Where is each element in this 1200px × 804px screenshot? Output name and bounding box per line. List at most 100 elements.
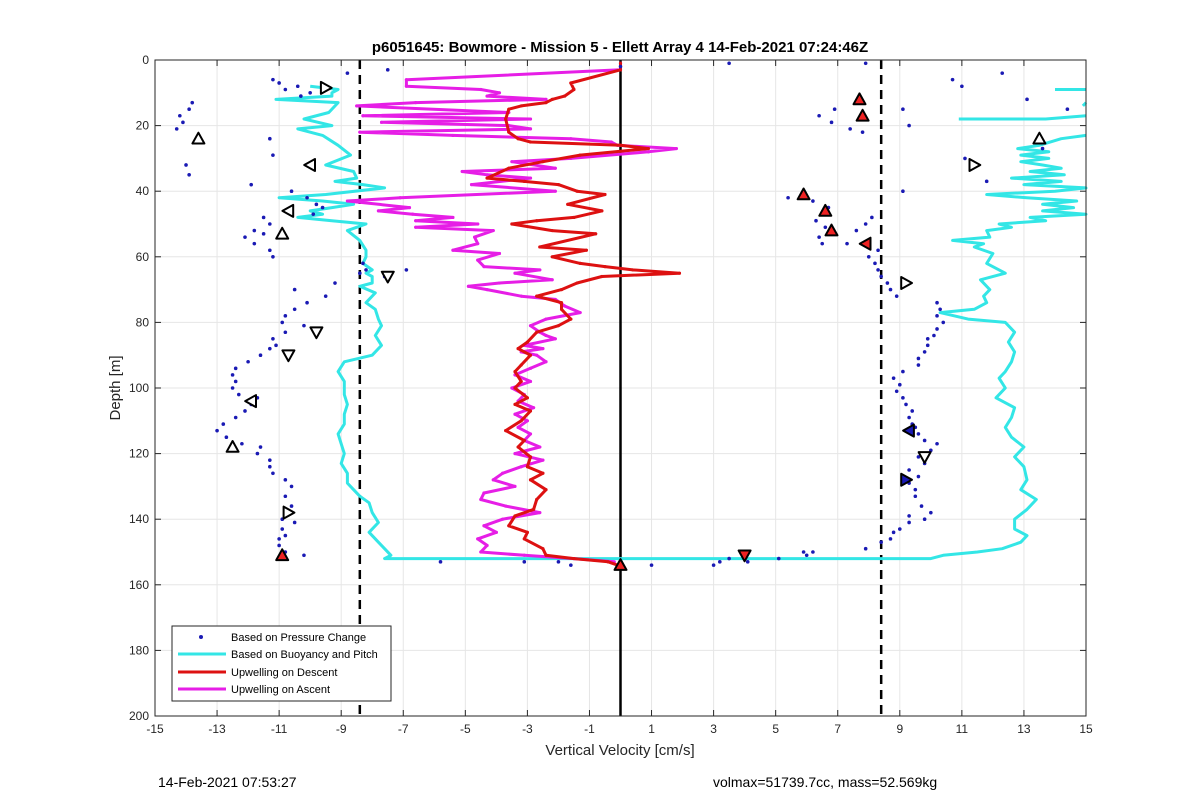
descent-point [618,143,623,147]
pressure-point [323,294,328,298]
ascent-point [404,84,408,88]
ascent-point [538,511,542,515]
white-triangle-marker [309,326,324,340]
pressure-point [916,363,921,367]
pressure-point [950,77,955,82]
pressure-point [345,71,350,75]
descent-point [538,245,542,249]
descent-point [541,160,545,164]
ascent-point [528,117,533,121]
pressure-point [268,136,272,141]
pressure-point [221,422,226,426]
pressure-point [361,261,365,266]
ascent-point [516,425,520,429]
legend-label-ascent: Upwelling on Ascent [231,684,330,696]
descent-point [485,176,489,180]
pressure-point [786,195,790,200]
pressure-point [268,458,272,462]
pressure-point [302,323,306,328]
pressure-point [907,415,911,420]
descent-point [513,370,517,374]
pressure-point [243,235,247,239]
ascent-point [528,176,533,180]
pressure-point [894,389,899,394]
red-triangle-marker [737,549,752,563]
ascent-point [513,271,517,275]
pressure-point [898,527,902,531]
pressure-point [901,369,905,374]
pressure-point [230,373,235,377]
ascent-point [479,87,483,92]
pressure-point [804,553,809,558]
ascent-point [379,120,384,124]
pressure-point [258,353,263,358]
pressure-point [860,130,865,134]
pressure-point [292,307,297,312]
y-tick-label: 160 [129,578,149,592]
descent-point [528,478,533,482]
ascent-point [538,268,542,272]
pressure-point [870,215,874,220]
ascent-point [494,530,498,534]
ascent-point [544,333,548,338]
pressure-point [243,409,247,413]
pressure-point [280,320,285,325]
white-triangle-marker [319,80,333,95]
pressure-point [876,268,880,272]
red-triangle-marker [796,187,811,201]
ascent-point [476,258,480,262]
pressure-point [277,81,281,85]
pressure-point [863,546,868,551]
triangle-markers [191,80,1047,571]
pressure-point [236,392,241,397]
x-tick-label: -13 [208,722,226,736]
pressure-point [907,123,911,128]
pressure-point [832,107,837,111]
descent-point [600,209,604,213]
white-triangle-marker [380,270,395,284]
ascent-point [407,206,412,210]
pressure-point [913,487,918,492]
pressure-point [907,520,911,525]
ascent-point [482,265,486,269]
ascent-point [553,337,557,341]
ascent-point [479,497,483,502]
descent-point [556,183,561,187]
pressure-point [727,556,731,561]
pressure-point [268,248,272,253]
white-triangle-marker [303,158,316,172]
pressure-point [1065,107,1070,111]
pressure-point [901,107,905,111]
pressure-point [984,179,989,184]
pressure-point [960,84,964,89]
descent-point [528,140,533,144]
pressure-point [277,537,281,541]
descent-point [504,117,508,121]
y-tick-label: 100 [129,381,149,395]
ascent-point [451,215,455,220]
series-buoyancy-line [274,84,1088,561]
ascent-point [476,222,480,226]
descent-point [541,547,545,551]
pressure-point [1025,97,1029,102]
blue-triangle-marker [902,423,915,438]
descent-point [522,179,526,183]
pressure-point [922,438,927,443]
ascent-point [578,310,582,315]
descent-point [606,560,610,564]
pressure-point [268,222,272,226]
pressure-point [233,415,238,420]
pressure-point [404,268,409,272]
pressure-point [240,441,244,446]
ascent-point [497,91,502,95]
pressure-point [311,212,316,216]
ascent-point [528,127,533,131]
descent-point [513,402,517,406]
descent-point [550,97,554,101]
pressure-point [283,478,288,482]
pressure-point [935,300,939,305]
pressure-point [866,254,871,259]
pressure-point [569,563,573,567]
ascent-point [482,524,486,528]
legend-entry-pressure: Based on Pressure Change [199,632,366,644]
